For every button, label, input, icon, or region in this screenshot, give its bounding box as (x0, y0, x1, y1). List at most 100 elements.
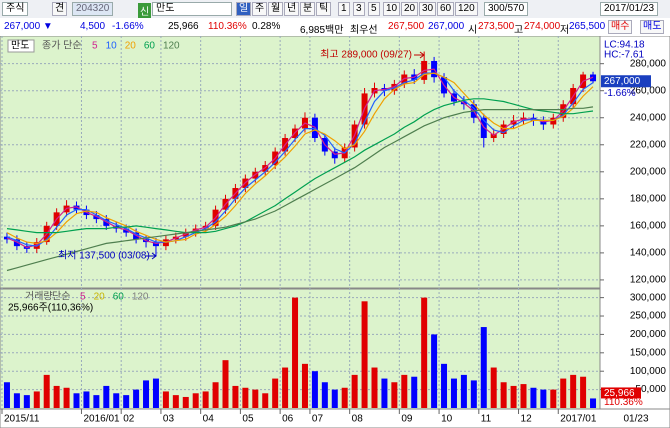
ma-line (6, 72, 594, 245)
interval-button[interactable]: 20 (401, 2, 419, 16)
annotation: 최저 137,500 (03/08) (58, 250, 150, 262)
date-input[interactable]: 2017/01/23 (600, 2, 659, 16)
last-volume-rate: 110.36% (604, 397, 643, 408)
volume-bar (520, 384, 527, 408)
candle-body (3, 236, 10, 240)
interval-button[interactable]: 30 (419, 2, 437, 16)
last-volume: 25,966 (604, 388, 635, 399)
ma-line (6, 98, 594, 234)
candle-body (540, 120, 547, 125)
interval-button[interactable]: 3 (353, 2, 365, 16)
volume-bar (341, 387, 348, 408)
volume-bar (391, 382, 398, 408)
volume-bar (133, 389, 140, 408)
volume-bar (143, 380, 150, 408)
volume-bar (381, 378, 388, 408)
ma-line (6, 106, 594, 272)
x-tick-label: 2017/01 (560, 414, 597, 425)
volume-bar (242, 387, 249, 408)
hc-label: HC:-7.61 (604, 50, 644, 61)
chart: 만도 종가 단순 거래량 단순 25,966주(110,36%) LC:94.1… (0, 36, 670, 428)
period-button[interactable]: 일 (236, 2, 252, 16)
high-label: 고 (514, 25, 524, 36)
volume-bar (570, 374, 577, 408)
interval-button[interactable]: 10 (383, 2, 401, 16)
volume-bar (421, 297, 428, 408)
volume-bar (13, 393, 20, 408)
volume-bar (83, 391, 90, 408)
y-tick-label: 280,000 (630, 58, 667, 69)
y-tick-label: 200,000 (630, 329, 667, 340)
volume-legend-label: 단순 (52, 291, 70, 303)
volume-info: 25,966주(110,36%) (8, 303, 93, 314)
volume-bar (103, 385, 110, 408)
volume-bar (560, 378, 567, 408)
volume-bar (500, 382, 507, 408)
legend-entry: 10 (106, 41, 118, 52)
volume-bar (222, 360, 229, 408)
volume-bar (321, 382, 328, 408)
volume-bar (411, 376, 418, 408)
volume-bar (172, 395, 179, 408)
interval-button[interactable]: 5 (368, 2, 380, 16)
code-input[interactable]: 204320 (72, 2, 114, 16)
period-button[interactable]: 월 (268, 2, 284, 16)
annotation: 최고 289,000 (09/27) (320, 49, 412, 61)
y-tick-label: 150,000 (630, 347, 667, 358)
volume-title: 거래량 (25, 291, 53, 303)
volume: 25,966 (168, 21, 199, 32)
ma-line (6, 68, 594, 249)
turnover: 0.28% (252, 21, 281, 32)
volume-bar (540, 389, 547, 408)
volume-bar (480, 327, 487, 408)
low: 265,500 (569, 21, 606, 32)
mode-button[interactable]: 견 (52, 2, 68, 16)
ask: 267,500 (388, 21, 425, 32)
volume-bar (232, 385, 239, 408)
volume-bar (510, 385, 517, 408)
period-button[interactable]: 년 (284, 2, 300, 16)
volume-bar (351, 374, 358, 408)
interval-button[interactable]: 1 (338, 2, 350, 16)
legend-entry: 5 (80, 292, 86, 303)
volume-bar (53, 385, 60, 408)
volume-bar (301, 363, 308, 408)
buy-button[interactable]: 매수 (608, 20, 633, 34)
volume-bar (252, 389, 259, 408)
interval-button[interactable]: 120 (455, 2, 478, 16)
candle-body (192, 228, 199, 233)
legend-entry: 120 (132, 292, 149, 303)
volume-bar (272, 378, 279, 408)
volume-bar (43, 374, 50, 408)
y-tick-label: 260,000 (630, 85, 667, 96)
period-button[interactable]: 틱 (316, 2, 332, 16)
right-axis (599, 36, 670, 410)
bid: 267,000 (428, 21, 465, 32)
candle-body (550, 117, 557, 125)
sell-button[interactable]: 매도 (640, 20, 665, 34)
interval-button[interactable]: 60 (437, 2, 455, 16)
volume-bar (580, 376, 587, 408)
y-tick-label: 250,000 (630, 311, 667, 322)
legend-entry: 120 (163, 41, 180, 52)
y-tick-label: 160,000 (630, 220, 667, 231)
y-tick-label: 100,000 (630, 366, 667, 377)
last-rate: -1.66% (604, 88, 636, 99)
volume-bar (292, 297, 299, 408)
volume-bar (490, 367, 497, 408)
x-tick-label: 10 (441, 414, 453, 425)
candle-body (152, 242, 159, 247)
volume-bar (282, 367, 289, 408)
y-tick-label: 300,000 (630, 292, 667, 303)
legend-label: 종가 단순 (42, 40, 82, 52)
candle-body (590, 74, 597, 82)
period-button[interactable]: 분 (300, 2, 316, 16)
market-select[interactable]: 주식 (2, 2, 29, 16)
volume-bar (3, 382, 10, 408)
period-button[interactable]: 주 (252, 2, 268, 16)
candle-body (162, 239, 169, 247)
price: 267,000 ▼ (4, 21, 53, 32)
rate: -1.66% (112, 21, 144, 32)
quote-bar: 267,000 ▼ 4,500 -1.66% 25,966 110.36% 0.… (0, 18, 670, 37)
